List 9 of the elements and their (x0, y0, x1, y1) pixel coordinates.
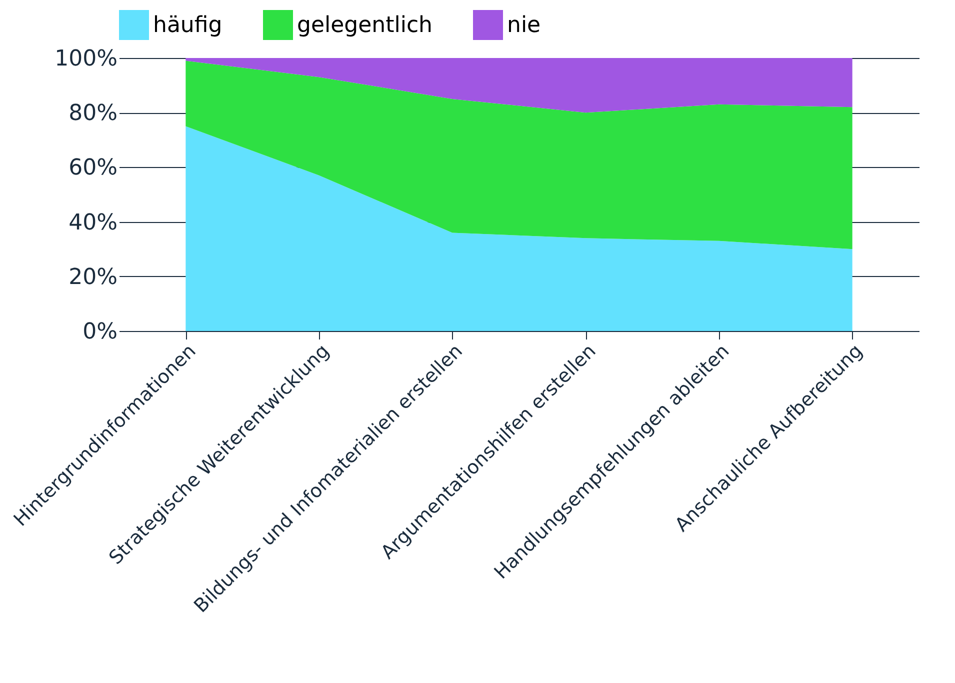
y-tick-label: 80% (68, 101, 118, 126)
y-tick-label: 60% (68, 156, 118, 181)
y-tick-label: 40% (68, 210, 118, 236)
y-tick-label: 20% (68, 264, 118, 290)
legend-label: gelegentlich (297, 13, 432, 38)
legend-label: häufig (153, 13, 222, 38)
legend-label: nie (507, 13, 541, 38)
y-tick-label: 100% (54, 46, 118, 72)
y-tick-label: 0% (82, 320, 118, 344)
